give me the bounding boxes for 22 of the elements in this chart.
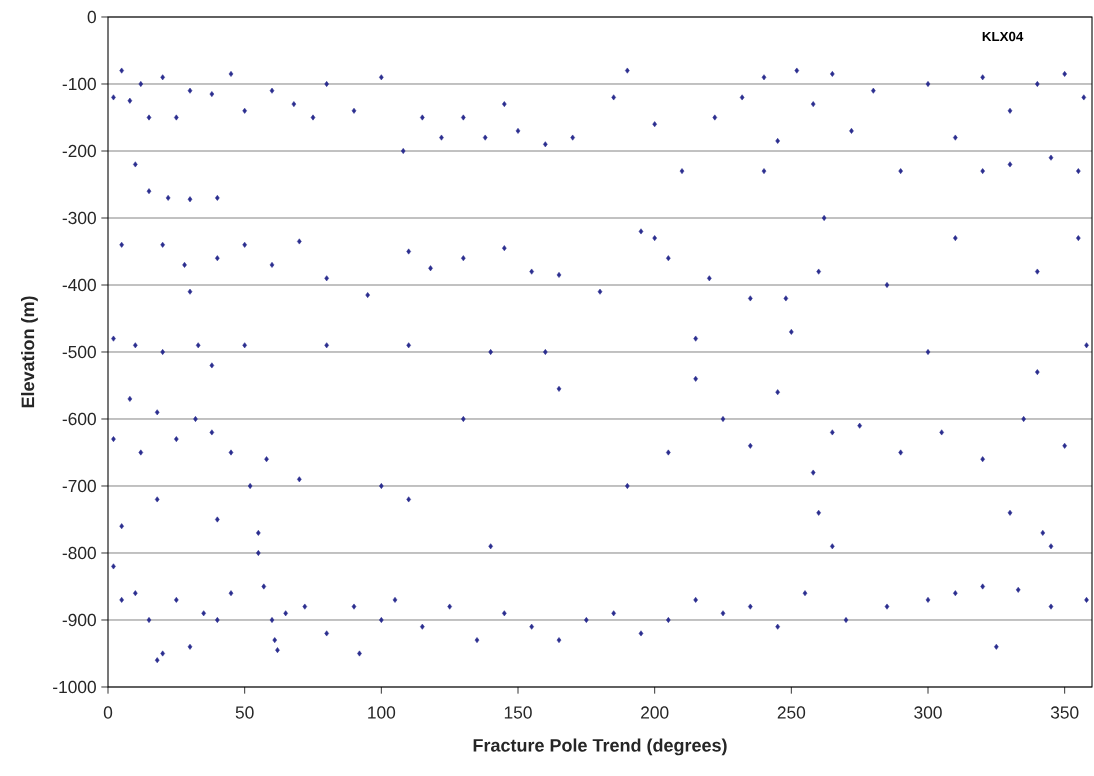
y-tick-label: -300 bbox=[62, 211, 96, 225]
x-tick-label: 200 bbox=[641, 706, 669, 719]
y-tick-label: -900 bbox=[62, 613, 96, 627]
annotation: KLX04 bbox=[982, 31, 1024, 42]
x-tick-label: 250 bbox=[777, 706, 806, 719]
x-tick-label: 300 bbox=[914, 706, 942, 719]
y-tick-label: -200 bbox=[62, 144, 96, 158]
x-tick-label: 50 bbox=[235, 706, 254, 719]
x-tick-label: 350 bbox=[1050, 706, 1079, 719]
y-tick-label: -500 bbox=[62, 345, 96, 359]
x-tick-label: 0 bbox=[103, 706, 113, 719]
x-tick-label: 100 bbox=[368, 706, 396, 719]
y-tick-label: -400 bbox=[62, 278, 96, 292]
x-tick-label: 150 bbox=[504, 706, 532, 719]
y-tick-label: -700 bbox=[62, 479, 96, 493]
y-tick-label: -100 bbox=[62, 77, 96, 91]
y-axis-title: Elevation (m) bbox=[21, 296, 38, 408]
y-tick-label: -1000 bbox=[53, 680, 96, 694]
y-tick-label: -800 bbox=[62, 546, 96, 560]
y-tick-label: 0 bbox=[87, 10, 96, 24]
y-tick-label: -600 bbox=[62, 412, 96, 426]
x-axis-title: Fracture Pole Trend (degrees) bbox=[473, 738, 727, 756]
